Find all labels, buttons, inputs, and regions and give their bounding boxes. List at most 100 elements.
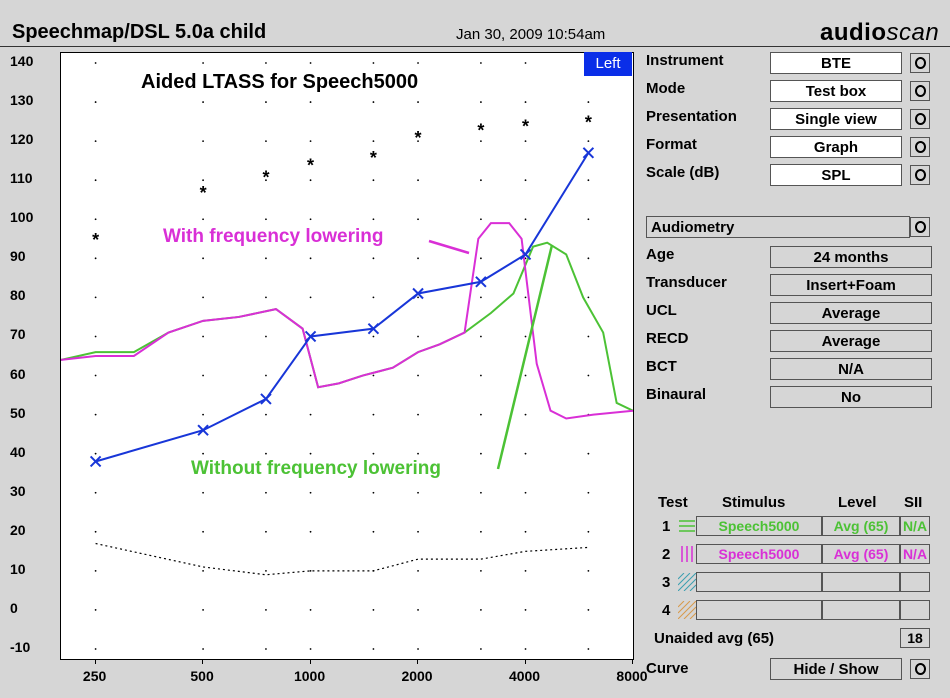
datetime: Jan 30, 2009 10:54am bbox=[456, 26, 606, 43]
audiometry-row-value[interactable]: Average bbox=[770, 302, 932, 324]
grid-dot bbox=[417, 530, 419, 533]
grid-dot bbox=[309, 257, 312, 260]
grid-dot bbox=[94, 257, 97, 260]
mode-knob-icon[interactable] bbox=[910, 81, 930, 101]
audiometry-knob-icon[interactable] bbox=[910, 217, 930, 237]
instrument-knob-icon[interactable] bbox=[910, 53, 930, 73]
grid-dot bbox=[309, 569, 312, 572]
y-tick-label: 90 bbox=[10, 248, 26, 265]
grid-dot bbox=[480, 140, 482, 143]
grid-dot bbox=[309, 491, 312, 494]
target-x-marker bbox=[519, 248, 532, 261]
grid-dot bbox=[587, 609, 590, 611]
grid-dot bbox=[94, 179, 97, 182]
grid-dot bbox=[202, 413, 204, 416]
grid-dot bbox=[202, 62, 204, 64]
y-tick-label: 20 bbox=[10, 521, 26, 538]
grid-dot bbox=[202, 609, 204, 611]
test-stimulus[interactable] bbox=[696, 600, 822, 620]
y-tick-label: 110 bbox=[10, 170, 33, 187]
y-tick-label: 0 bbox=[10, 599, 18, 616]
ucl-star-marker: * bbox=[522, 117, 529, 137]
audiometry-row-value[interactable]: N/A bbox=[770, 358, 932, 380]
curve-label: Curve bbox=[646, 660, 689, 677]
x-tick-mark bbox=[417, 658, 419, 664]
audiometry-row-value[interactable]: Insert+Foam bbox=[770, 274, 932, 296]
x-tick-mark bbox=[524, 658, 526, 664]
hatch-icon bbox=[677, 572, 697, 592]
x-tick-label: 1000 bbox=[293, 668, 326, 684]
grid-dot bbox=[372, 218, 375, 221]
audiometry-row: Transducer Insert+Foam bbox=[646, 274, 936, 298]
audiometry-row: BCT N/A bbox=[646, 358, 936, 382]
test-level[interactable]: Avg (65) bbox=[822, 516, 900, 536]
grid-dot bbox=[587, 491, 590, 494]
format-knob-icon[interactable] bbox=[910, 137, 930, 157]
audiometry-row: Age 24 months bbox=[646, 246, 936, 270]
target-x-marker bbox=[89, 455, 102, 468]
plot-title: Aided LTASS for Speech5000 bbox=[141, 71, 419, 93]
grid-dot bbox=[265, 218, 267, 221]
grid-dot bbox=[372, 62, 375, 64]
test-line-style bbox=[677, 600, 697, 624]
col-level: Level bbox=[838, 494, 877, 511]
test-level[interactable] bbox=[822, 572, 900, 592]
grid-dot bbox=[587, 374, 590, 377]
audiometry-row-value[interactable]: 24 months bbox=[770, 246, 932, 268]
curve-knob-icon[interactable] bbox=[910, 659, 930, 679]
grid-dot bbox=[524, 257, 527, 260]
scale-knob-icon[interactable] bbox=[910, 165, 930, 185]
test-level[interactable]: Avg (65) bbox=[822, 544, 900, 564]
grid-dot bbox=[202, 296, 204, 299]
ear-side-button[interactable]: Left bbox=[584, 52, 632, 76]
test-sii: N/A bbox=[900, 544, 930, 564]
target-x-marker bbox=[475, 276, 487, 288]
knob-circle bbox=[915, 169, 926, 181]
grid-dot bbox=[94, 218, 97, 221]
grid-dot bbox=[265, 452, 267, 455]
grid-dot bbox=[587, 648, 590, 650]
grid-dot bbox=[480, 296, 482, 299]
test-stimulus[interactable] bbox=[696, 572, 822, 592]
test-stimulus[interactable]: Speech5000 bbox=[696, 516, 822, 536]
grid-dot bbox=[524, 609, 527, 611]
presentation-value[interactable]: Single view bbox=[770, 108, 902, 130]
grid-dot bbox=[94, 140, 97, 143]
x-tick-label: 250 bbox=[82, 668, 107, 684]
grid-dot bbox=[524, 179, 527, 182]
grid-dot bbox=[587, 335, 590, 338]
grid-dot bbox=[587, 296, 590, 299]
test-level[interactable] bbox=[822, 600, 900, 620]
audiometry-row-value[interactable]: Average bbox=[770, 330, 932, 352]
grid-dot bbox=[417, 491, 419, 494]
grid-dot bbox=[417, 648, 419, 650]
audiometry-row-label: BCT bbox=[646, 358, 677, 375]
curve-hide-show-button[interactable]: Hide / Show bbox=[770, 658, 902, 680]
grid-dot bbox=[309, 452, 312, 455]
audiometry-button[interactable]: Audiometry bbox=[646, 216, 910, 238]
col-stimulus: Stimulus bbox=[722, 494, 786, 511]
grid-dot bbox=[417, 296, 419, 299]
grid-dot bbox=[94, 491, 97, 494]
grid-dot bbox=[202, 140, 204, 143]
audiometry-row-value[interactable]: No bbox=[770, 386, 932, 408]
presentation-knob-icon[interactable] bbox=[910, 109, 930, 129]
threshold-dotted-line bbox=[95, 542, 589, 576]
grid-dot bbox=[480, 609, 482, 611]
x-tick-mark bbox=[632, 658, 633, 664]
format-value[interactable]: Graph bbox=[770, 136, 902, 158]
grid-dot bbox=[524, 335, 527, 338]
plot-area[interactable]: * * * * * * * * * Aided LTASS for Speech5000 Wit… bbox=[60, 52, 634, 660]
grid-dot bbox=[480, 62, 482, 64]
scale-value[interactable]: SPL bbox=[770, 164, 902, 186]
test-stimulus[interactable]: Speech5000 bbox=[696, 544, 822, 564]
series-line-with-lowering bbox=[61, 222, 633, 420]
grid-dot bbox=[480, 648, 482, 650]
test-number: 3 bbox=[662, 574, 671, 591]
test-line-style bbox=[678, 517, 696, 540]
instrument-value[interactable]: BTE bbox=[770, 52, 902, 74]
grid-dot bbox=[524, 140, 527, 143]
mode-value[interactable]: Test box bbox=[770, 80, 902, 102]
x-tick-mark bbox=[309, 658, 311, 664]
